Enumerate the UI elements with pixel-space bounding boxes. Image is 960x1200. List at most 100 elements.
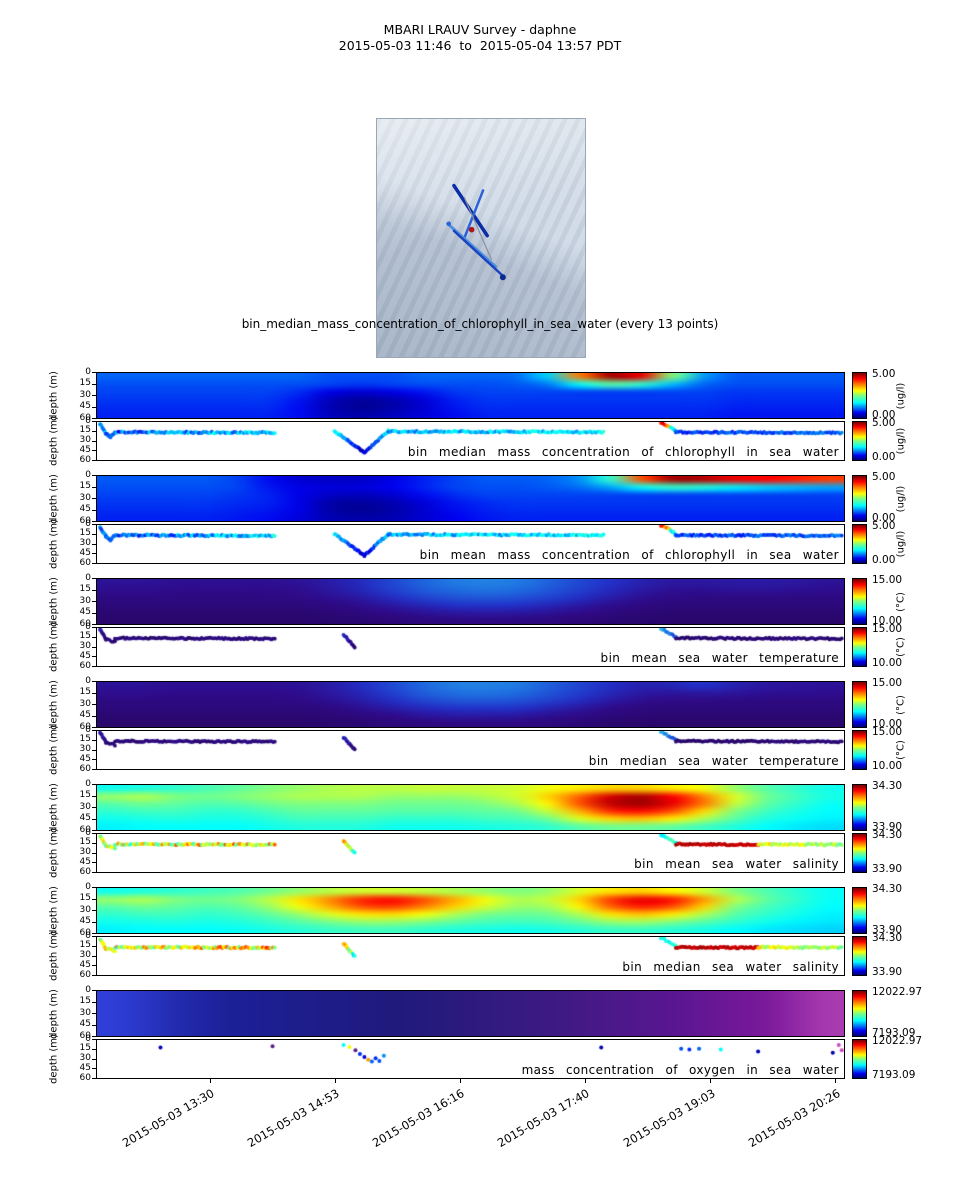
ytick-label: 15	[79, 837, 91, 848]
ytick-label: 60	[79, 412, 91, 423]
ytick-label: 60	[79, 618, 91, 629]
colorbar-max-label: 12022.97	[872, 986, 923, 998]
colorbar-canvas	[853, 731, 866, 769]
heatmap-panel-sal-mean-heat	[96, 784, 845, 831]
ytick-mark	[92, 955, 96, 957]
plot-caption: bin_median_mass_concentration_of_chlorop…	[241, 317, 719, 331]
ytick-mark	[92, 692, 96, 694]
ytick-mark	[92, 759, 96, 761]
y-axis-label: depth (m)	[48, 416, 60, 466]
sal-mean-heat-canvas	[97, 785, 844, 830]
colorbar-unit-label: (°C)	[895, 637, 907, 657]
ytick-mark	[92, 421, 96, 422]
ytick-label: 30	[79, 904, 91, 915]
ytick-label: 60	[79, 1072, 91, 1083]
ytick-label: 15	[79, 1043, 91, 1054]
ytick-mark	[92, 406, 96, 408]
scatter-panel-oxygen-scatter	[96, 1039, 845, 1079]
colorbar-min-label: 0.00	[872, 409, 896, 421]
colorbar-canvas	[853, 991, 866, 1036]
scatter-panel-chl-mean-scatter	[96, 524, 845, 564]
colorbar-min-label: 10.00	[872, 718, 903, 730]
ytick-mark	[92, 1058, 96, 1060]
ytick-label: 60	[79, 763, 91, 774]
ytick-label: 15	[79, 893, 91, 903]
y-axis-label: depth (m)	[48, 782, 60, 833]
ytick-label: 0	[85, 572, 91, 583]
colorbar-max-label: 15.00	[872, 677, 903, 689]
colorbar-chl-median-heat	[852, 372, 867, 419]
ytick-label: 30	[79, 595, 91, 606]
xtick-label: 2015-05-03 17:40	[495, 1086, 593, 1150]
ytick-label: 45	[79, 401, 91, 411]
ytick-mark	[92, 898, 96, 900]
ytick-label: 60	[79, 969, 91, 980]
ytick-mark	[92, 543, 96, 545]
colorbar-chl-mean-heat	[852, 475, 867, 522]
panel-label-chl-mean-scatter: bin mean mass concentration of chlorophy…	[419, 548, 839, 562]
ytick-label: 15	[79, 528, 91, 539]
ytick-mark	[92, 842, 96, 844]
ytick-mark	[92, 872, 96, 873]
ytick-label: 30	[79, 641, 91, 651]
colorbar-max-label: 15.00	[872, 623, 903, 635]
ytick-mark	[92, 589, 96, 591]
ytick-label: 15	[79, 481, 91, 491]
ytick-mark	[92, 612, 96, 614]
colorbar-unit-label: (°C)	[895, 591, 907, 612]
ytick-mark	[92, 553, 96, 555]
ytick-label: 30	[79, 538, 91, 548]
map-inset	[376, 118, 586, 358]
ytick-mark	[92, 1039, 96, 1040]
ytick-label: 30	[79, 801, 91, 812]
temp-median-heat-canvas	[97, 682, 844, 727]
colorbar-min-label: 10.00	[872, 760, 903, 772]
track-dot	[446, 221, 451, 226]
figure-subtitle: 2015-05-03 11:46 to 2015-05-04 13:57 PDT	[338, 38, 622, 53]
colorbar-min-label: 33.90	[872, 821, 903, 833]
ytick-label: 45	[79, 1019, 91, 1029]
ytick-label: 15	[79, 734, 91, 745]
ytick-label: 0	[85, 621, 91, 632]
ytick-mark	[92, 636, 96, 638]
ytick-label: 60	[79, 1030, 91, 1041]
ytick-mark	[92, 807, 96, 808]
colorbar-min-label: 7193.09	[872, 1069, 916, 1081]
ytick-label: 0	[85, 469, 91, 480]
ytick-label: 0	[85, 1033, 91, 1044]
ytick-mark	[92, 1001, 96, 1003]
ytick-label: 30	[79, 492, 91, 503]
ytick-mark	[92, 784, 96, 785]
ytick-label: 15	[79, 425, 91, 436]
panel-label-sal-mean-scatter: bin mean sea water salinity	[634, 857, 839, 871]
colorbar-canvas	[853, 937, 866, 975]
ytick-label: 45	[79, 856, 91, 867]
colorbar-min-label: 10.00	[872, 657, 903, 669]
scatter-panel-sal-median-scatter	[96, 936, 845, 976]
ytick-mark	[92, 475, 96, 476]
ytick-mark	[92, 440, 96, 442]
ytick-mark	[92, 563, 96, 564]
xtick-mark	[710, 1079, 712, 1083]
ytick-mark	[92, 975, 96, 976]
sal-median-heat-canvas	[97, 888, 844, 933]
ytick-mark	[92, 830, 96, 831]
y-axis-label: depth (m)	[48, 1034, 60, 1084]
ytick-mark	[92, 383, 96, 385]
ytick-mark	[92, 704, 96, 705]
ytick-mark	[92, 1013, 96, 1014]
ytick-mark	[92, 1036, 96, 1037]
colorbar-min-label: 33.90	[872, 966, 903, 978]
ytick-mark	[92, 936, 96, 937]
ytick-mark	[92, 486, 96, 488]
colorbar-max-label: 5.00	[872, 368, 896, 380]
ytick-mark	[92, 1078, 96, 1079]
ytick-mark	[92, 460, 96, 461]
y-axis-label: depth (m)	[48, 622, 60, 672]
ytick-mark	[92, 739, 96, 741]
ytick-label: 45	[79, 753, 91, 764]
chl-mean-heat-canvas	[97, 476, 844, 521]
ytick-mark	[92, 862, 96, 864]
xtick-mark	[835, 1079, 837, 1083]
